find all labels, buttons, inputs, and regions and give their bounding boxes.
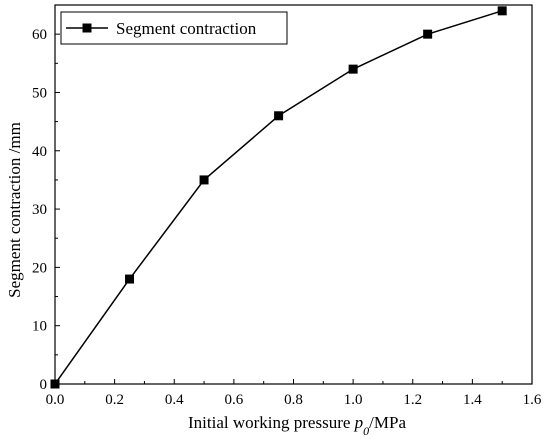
x-axis-title: Initial working pressure p0/MPa <box>188 413 406 438</box>
x-tick-label: 0.2 <box>105 392 124 408</box>
data-point <box>348 64 358 74</box>
axes <box>54 4 533 385</box>
y-tick-label: 30 <box>32 202 47 218</box>
y-tick-label: 40 <box>32 144 47 160</box>
legend-marker-swatch <box>82 23 92 33</box>
legend: Segment contraction <box>60 11 288 45</box>
x-tick-label: 0.0 <box>46 392 65 408</box>
y-axis-title: Segment contraction /mm <box>5 122 24 298</box>
series-line <box>54 10 503 385</box>
ticks: 0.0 0.2 0.4 0.6 0.8 1.0 1.2 1.4 1.6 0 10 20 30 40 50 60 <box>32 4 542 408</box>
plot-frame <box>54 4 533 385</box>
data-point <box>274 111 284 121</box>
x-tick-label: 0.4 <box>165 392 184 408</box>
x-tick-label: 1.2 <box>403 392 422 408</box>
x-axis-title-main: Initial working pressure <box>188 413 355 432</box>
data-point <box>125 274 135 284</box>
data-point <box>497 6 507 16</box>
legend-label: Segment contraction <box>116 19 257 38</box>
x-axis-title-unit: /MPa <box>369 413 406 432</box>
x-axis-title-var: p <box>354 413 364 432</box>
x-tick-label: 1.0 <box>344 392 363 408</box>
y-tick-label: 0 <box>40 377 48 393</box>
y-tick-label: 60 <box>32 27 47 43</box>
x-axis-title-sub: 0 <box>363 424 369 438</box>
x-tick-label: 1.6 <box>523 392 542 408</box>
y-tick-label: 10 <box>32 319 47 335</box>
x-tick-label: 1.4 <box>463 392 482 408</box>
series-layer <box>50 6 507 389</box>
data-point <box>423 29 433 39</box>
data-point <box>50 379 60 389</box>
x-tick-label: 0.8 <box>284 392 303 408</box>
y-tick-label: 20 <box>32 260 47 276</box>
data-point <box>199 175 209 185</box>
y-tick-label: 50 <box>32 85 47 101</box>
x-tick-label: 0.6 <box>225 392 244 408</box>
